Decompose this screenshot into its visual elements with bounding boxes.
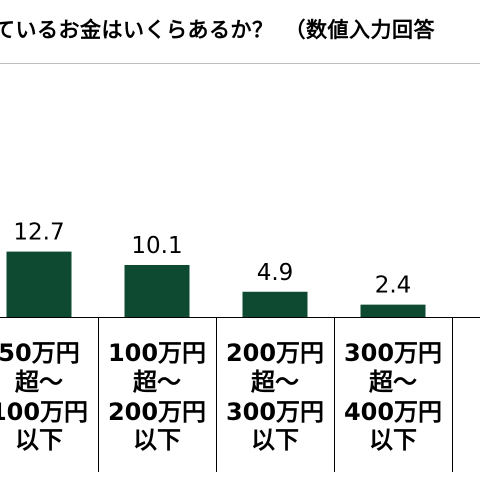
category-label: 300万円 [344, 339, 442, 367]
category-label: 以下 [133, 426, 181, 454]
category-label: 以下 [369, 426, 417, 454]
title-divider [0, 63, 480, 64]
data-label: 2.4 [375, 273, 412, 299]
category-label: 100万円 [108, 339, 206, 367]
data-label: 12.7 [13, 220, 64, 246]
bar [360, 304, 426, 317]
chart-title: ているお金はいくらあるか？ （数値入力回答 [0, 18, 435, 42]
category-label: 超～ [251, 368, 299, 396]
category-label: 超～ [369, 368, 417, 396]
bar [6, 251, 72, 317]
category-label: 300万円 [226, 398, 324, 426]
category-label: 超～ [133, 368, 181, 396]
data-label: 10.1 [131, 233, 182, 259]
category-label: 以下 [251, 426, 299, 454]
category-label: 200万円 [108, 398, 206, 426]
bar [124, 264, 190, 317]
category-label: 200万円 [226, 339, 324, 367]
category-label: 400万円 [344, 398, 442, 426]
category-label: 50万円 [0, 339, 80, 367]
data-label: 4.9 [257, 260, 294, 286]
category-label: 100万円 [0, 398, 88, 426]
bar [242, 291, 308, 317]
category-label: 以下 [15, 426, 63, 454]
category-label: 超～ [15, 368, 63, 396]
